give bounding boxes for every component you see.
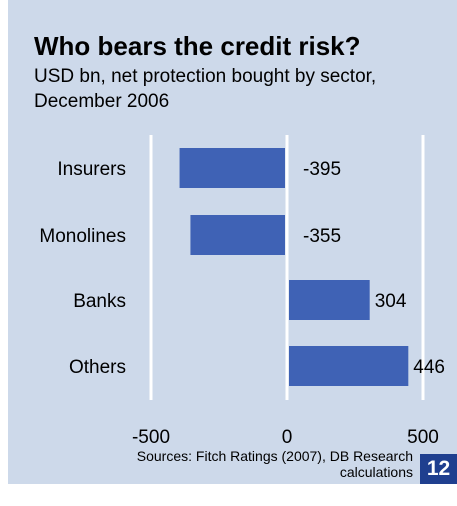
category-label: Monolines (39, 226, 126, 247)
value-label: -395 (303, 159, 341, 180)
source-note: Sources: Fitch Ratings (2007), DB Resear… (136, 448, 413, 480)
chart-subtitle: USD bn, net protection bought by sector,… (34, 66, 377, 112)
bar (190, 215, 285, 255)
value-label: 446 (413, 357, 445, 378)
page-number: 12 (420, 454, 457, 484)
x-tick-label: -500 (132, 427, 170, 448)
x-tick-label: 0 (282, 427, 293, 448)
value-label: 304 (375, 291, 407, 312)
x-tick-label: 500 (407, 427, 439, 448)
category-label: Others (69, 357, 126, 378)
chart-title: Who bears the credit risk? (34, 31, 361, 61)
bar (289, 280, 370, 320)
bar (179, 148, 285, 188)
category-label: Banks (73, 291, 126, 312)
bar (289, 346, 409, 386)
value-label: -355 (303, 226, 341, 247)
category-label: Insurers (57, 159, 126, 180)
